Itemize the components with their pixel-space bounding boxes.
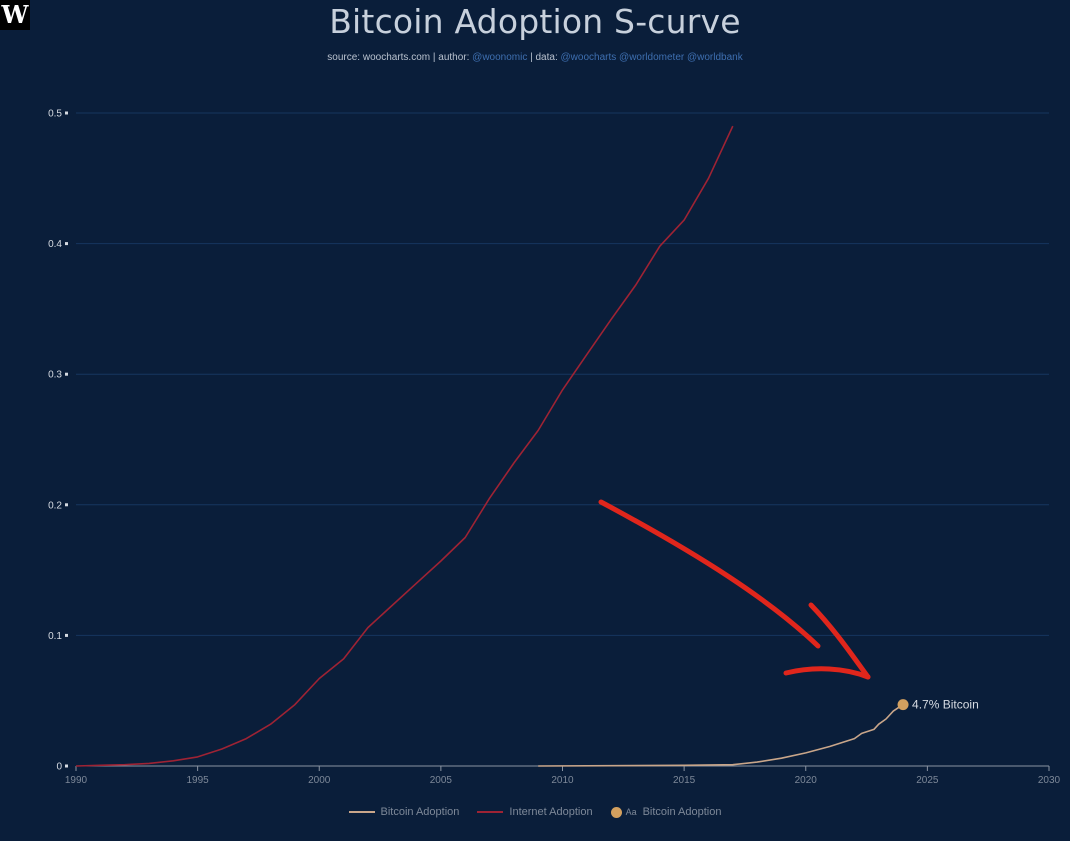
x-tick-label: 2010 (551, 775, 574, 786)
y-tick-label: 0.5 (48, 109, 62, 120)
author-link[interactable]: @woonomic (472, 52, 528, 63)
y-tick-label: 0.1 (48, 631, 62, 642)
y-tick-mark (65, 503, 68, 507)
x-tick-label: 2030 (1038, 775, 1061, 786)
legend-line-icon (348, 811, 375, 813)
data-sources-link[interactable]: @woocharts @worldometer @worldbank (560, 52, 743, 63)
x-tick-label: 1995 (187, 775, 210, 786)
grid-lines (76, 112, 1049, 636)
data-prefix: | data: (527, 52, 561, 63)
annotation-group: 4.7% Bitcoin (897, 698, 979, 712)
x-tick-label: 2015 (673, 775, 696, 786)
legend-line-icon (477, 811, 504, 813)
arrow-annotation (598, 499, 871, 680)
arrow-head-left (783, 666, 871, 680)
chart-subtitle: source: woocharts.com | author: @woonomi… (0, 52, 1070, 63)
y-tick-mark (65, 111, 68, 115)
series-group (75, 125, 904, 767)
y-tick-label: 0 (56, 762, 62, 773)
bitcoin-marker-dot (897, 699, 909, 711)
legend-label: Bitcoin Adoption (642, 806, 722, 818)
y-axis: 0 0.1 0.2 0.3 0.4 0.5 (48, 109, 68, 773)
y-tick-label: 0.3 (48, 370, 62, 381)
arrow-head-right (808, 602, 871, 680)
legend: Bitcoin Adoption Internet Adoption Aa Bi… (0, 806, 1070, 818)
arrow-shaft (598, 499, 821, 649)
legend-label: Bitcoin Adoption (380, 806, 460, 818)
subtitle-prefix: source: woocharts.com | author: (327, 52, 473, 63)
x-tick-label: 1990 (65, 775, 88, 786)
x-axis: 1990 1995 2000 2005 2010 2015 2020 2025 2030 (65, 765, 1061, 786)
legend-item-marker[interactable]: Aa Bitcoin Adoption (610, 806, 722, 818)
bitcoin-adoption-line (538, 703, 904, 767)
x-tick-label: 2005 (430, 775, 453, 786)
legend-text-icon: Aa (625, 807, 637, 817)
x-tick-label: 2025 (916, 775, 939, 786)
legend-dot-icon (610, 806, 622, 818)
x-tick-label: 2000 (308, 775, 331, 786)
y-tick-label: 0.2 (48, 500, 62, 511)
legend-item-bitcoin[interactable]: Bitcoin Adoption (348, 806, 460, 818)
y-tick-mark (65, 633, 68, 637)
legend-label: Internet Adoption (509, 806, 593, 818)
x-tick-label: 2020 (795, 775, 818, 786)
logo: W (0, 0, 30, 30)
y-tick-mark (65, 242, 68, 246)
y-tick-mark (65, 764, 68, 768)
y-tick-mark (65, 372, 68, 376)
bitcoin-annotation-label: 4.7% Bitcoin (912, 698, 979, 712)
y-tick-label: 0.4 (48, 239, 62, 250)
chart-title: Bitcoin Adoption S-curve (329, 2, 741, 41)
legend-item-internet[interactable]: Internet Adoption (477, 806, 593, 818)
internet-adoption-line (75, 125, 734, 767)
